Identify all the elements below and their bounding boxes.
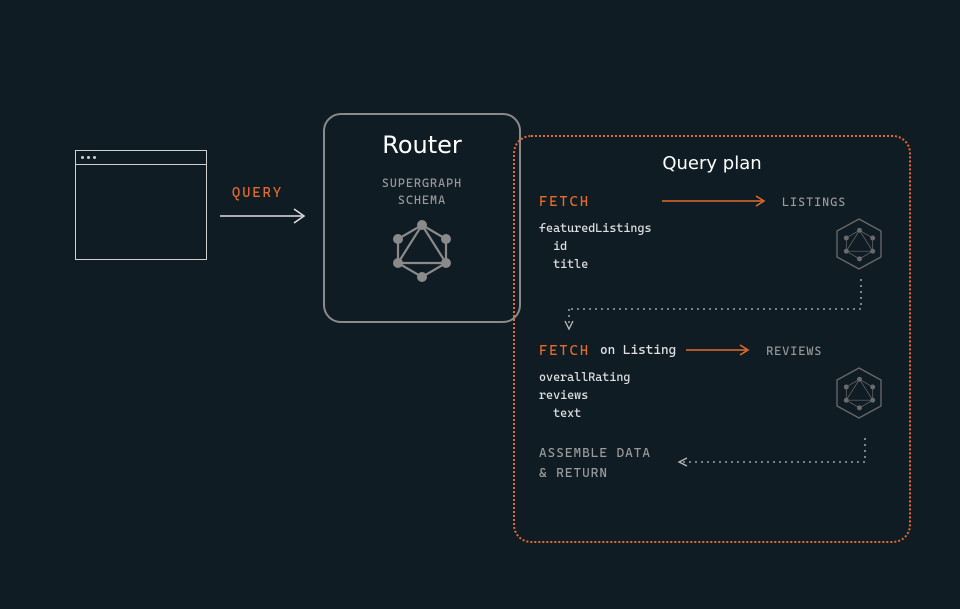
- fetch-on-type: on Listing: [600, 343, 676, 358]
- fetch-arrow-icon: [600, 192, 772, 211]
- service-label-listings: LISTINGS: [782, 195, 846, 209]
- assemble-line2: & RETURN: [539, 466, 608, 481]
- fetch-header: FETCH on Listing REVIEWS: [539, 341, 885, 360]
- supergraph-line2: SCHEMA: [398, 193, 446, 207]
- fetch-header: FETCH LISTINGS: [539, 192, 885, 211]
- fetch-block-listings: FETCH LISTINGS featuredListings id title: [539, 192, 885, 273]
- query-plan-box: Query plan FETCH LISTINGS featuredListin…: [513, 135, 911, 543]
- fetch-block-reviews: FETCH on Listing REVIEWS overallRating r…: [539, 341, 885, 422]
- client-browser-window: [75, 150, 207, 260]
- supergraph-line1: SUPERGRAPH: [382, 176, 462, 190]
- dotted-connector-icon: [539, 279, 889, 337]
- fetch-label: FETCH: [539, 343, 590, 359]
- assemble-row: ASSEMBLE DATA & RETURN: [539, 432, 885, 483]
- dotted-connector-icon: [671, 438, 881, 478]
- router-box: Router SUPERGRAPH SCHEMA: [323, 113, 521, 323]
- service-label-reviews: REVIEWS: [766, 344, 822, 358]
- supergraph-schema-label: SUPERGRAPH SCHEMA: [325, 175, 519, 209]
- graphql-hexagon-icon: [833, 365, 885, 427]
- browser-dot: [87, 156, 90, 159]
- graphql-hexagon-icon: [833, 216, 885, 278]
- router-title: Router: [325, 131, 519, 159]
- fetch-arrow-icon: [686, 341, 756, 360]
- diagram-canvas: QUERY Router SUPERGRAPH SCHEMA: [0, 0, 960, 609]
- query-label: QUERY: [232, 185, 283, 201]
- assemble-line1: ASSEMBLE DATA: [539, 446, 651, 461]
- graphql-icon: [392, 219, 452, 287]
- browser-titlebar: [76, 151, 206, 165]
- fetch-label: FETCH: [539, 194, 590, 210]
- browser-dot: [81, 156, 84, 159]
- browser-dot: [93, 156, 96, 159]
- assemble-label: ASSEMBLE DATA & RETURN: [539, 444, 651, 483]
- query-plan-title: Query plan: [539, 153, 885, 174]
- query-arrow-icon: [218, 206, 310, 226]
